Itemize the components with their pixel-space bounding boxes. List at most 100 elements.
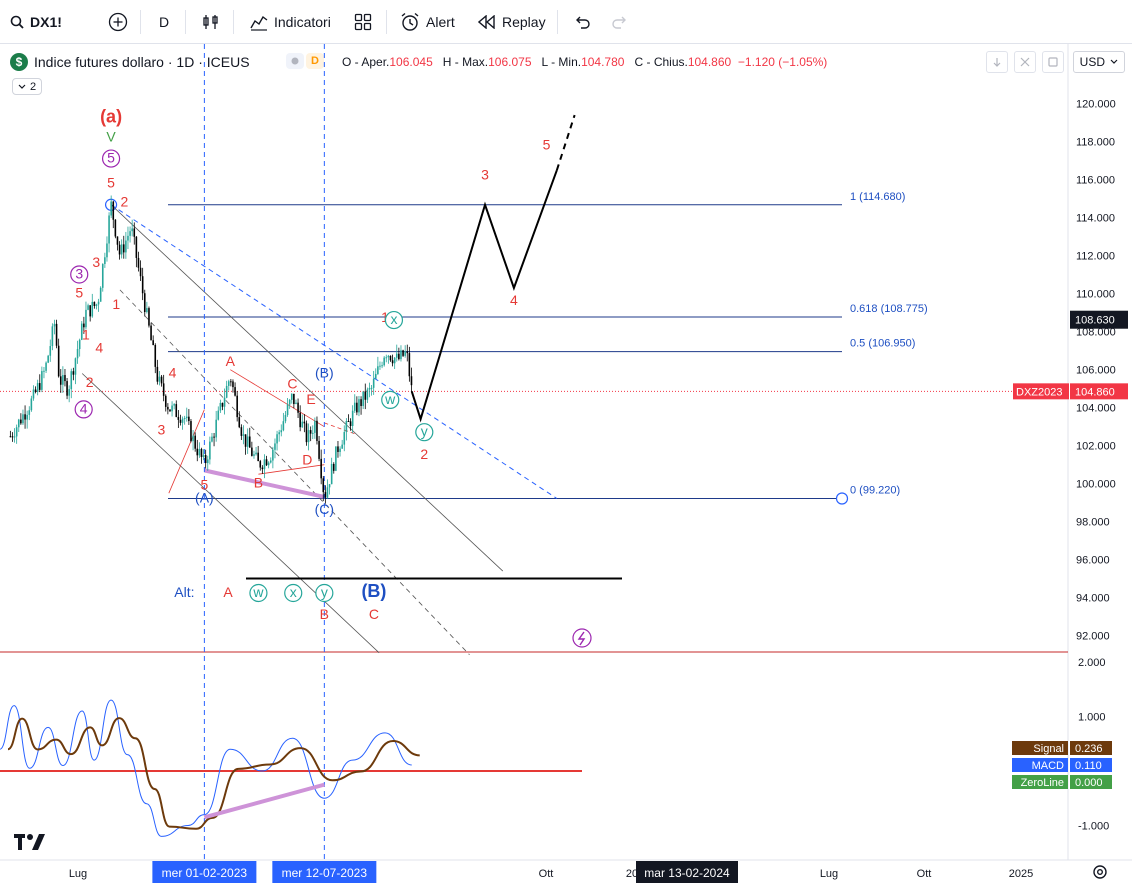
alert-label: Alert	[426, 14, 455, 30]
candle-body	[181, 418, 184, 423]
chart-settings-button[interactable]	[1090, 862, 1110, 882]
interval-button[interactable]: D	[159, 0, 169, 44]
chart-type-button[interactable]	[202, 0, 220, 44]
candle-body	[311, 432, 314, 434]
candle-body	[341, 444, 343, 449]
wave-label: w	[384, 391, 396, 407]
candle-body	[112, 201, 115, 220]
price-tick-label: 98.000	[1076, 517, 1110, 529]
gear-icon	[1093, 865, 1107, 879]
candle-body	[133, 228, 136, 237]
series-legend: $ Indice futures dollaro · 1D · ICEUS	[10, 52, 250, 72]
redo-icon	[612, 16, 626, 29]
layouts-button[interactable]	[354, 0, 372, 44]
candle-body	[127, 235, 129, 241]
close-label: C - Chius.	[634, 55, 688, 69]
candle-body	[185, 416, 188, 419]
candle-body	[171, 405, 173, 412]
macd-series-tag	[1012, 741, 1068, 755]
collapse-indicators-button[interactable]: 2	[12, 78, 42, 95]
wave-label: (C)	[315, 501, 334, 517]
currency-select[interactable]: USD	[1073, 51, 1125, 73]
projection-dashed-path	[555, 114, 576, 171]
candle-body	[230, 381, 232, 383]
time-axis[interactable]: LugOttAprOtt20LugOtt2025mer 01-02-2023me…	[69, 861, 1033, 883]
candle-body	[125, 240, 127, 253]
candle-body	[356, 402, 358, 413]
compare-symbol-button[interactable]	[108, 0, 128, 44]
plus-circle-icon	[108, 12, 128, 32]
macd-series-name: Signal	[1033, 743, 1064, 755]
candle-body	[59, 376, 62, 385]
undo-button[interactable]	[573, 0, 591, 44]
alert-button[interactable]: Alert	[400, 0, 455, 44]
wave-label: 4	[169, 364, 177, 380]
wave-label: 5	[200, 476, 208, 492]
fib-level-label: 0 (99.220)	[850, 485, 900, 497]
candle-body	[206, 459, 209, 464]
price-tick-label: 108.000	[1076, 327, 1116, 339]
last-price-value: 104.860	[1075, 386, 1115, 398]
indicators-label: Indicatori	[274, 14, 331, 30]
indicators-button[interactable]: Indicatori	[250, 0, 331, 44]
time-tick-label: Ott	[539, 868, 554, 880]
price-tick-label: 102.000	[1076, 441, 1116, 453]
candle-body	[101, 263, 104, 288]
candle-body	[122, 244, 125, 253]
remove-pane-button[interactable]	[1014, 51, 1036, 73]
candle-body	[179, 419, 182, 423]
wave-label: 4	[510, 292, 518, 308]
candle-body	[108, 215, 110, 244]
channel-mid	[119, 289, 470, 655]
undo-icon	[576, 16, 590, 29]
macd-value: 0.110	[1075, 760, 1102, 772]
redo-button[interactable]	[611, 0, 629, 44]
maximize-pane-button[interactable]	[1042, 51, 1064, 73]
move-down-button[interactable]	[986, 51, 1008, 73]
candle-body	[158, 376, 161, 382]
candle-body	[297, 402, 299, 413]
candle-body	[192, 435, 194, 442]
candle-body	[53, 323, 56, 327]
symbol-search-button[interactable]: DX1!	[10, 0, 62, 44]
lightning-icon	[572, 628, 592, 648]
price-tick-label: 106.000	[1076, 365, 1116, 377]
candle-body	[202, 455, 205, 457]
price-axis[interactable]: 92.000 94.000 96.000 98.000 100.000 102.000 10…	[1012, 99, 1128, 833]
series-title[interactable]: Indice futures dollaro · 1D · ICEUS	[34, 54, 250, 70]
wave-label-circle	[315, 583, 334, 603]
wave-label: B	[320, 606, 329, 622]
wave-label: 1	[381, 309, 389, 325]
candle-body	[314, 420, 316, 433]
last-price-tag-box	[1013, 383, 1069, 400]
candle-body	[154, 345, 157, 367]
replay-button[interactable]: Replay	[478, 0, 546, 44]
candle-body	[173, 404, 175, 406]
symbol-logo: $	[10, 53, 28, 71]
wave-label: B	[254, 474, 263, 490]
wave-label: 2	[121, 193, 129, 209]
candle-body	[322, 478, 325, 493]
candle-body	[217, 410, 220, 420]
candle-body	[253, 454, 255, 456]
candle-body	[135, 236, 138, 258]
candle-body	[45, 362, 47, 371]
candle-body	[265, 459, 268, 466]
market-status-dot[interactable]	[286, 53, 304, 69]
trend-channels	[81, 44, 622, 860]
candle-body	[391, 360, 394, 364]
candle-body	[362, 391, 364, 406]
candle-body	[320, 458, 322, 479]
candle-body	[404, 351, 406, 356]
wave-label-circle	[381, 390, 400, 409]
candle-body	[299, 412, 301, 428]
candle-body	[349, 421, 352, 427]
macd-series-name: MACD	[1032, 760, 1064, 772]
wave-label: 1	[112, 296, 120, 312]
macd-value-box	[1070, 741, 1112, 755]
delayed-data-badge[interactable]: D	[306, 53, 324, 69]
low-value: 104.780	[581, 55, 625, 69]
change-value: −1.120 (−1.05%)	[737, 55, 828, 69]
candle-body	[196, 448, 199, 456]
